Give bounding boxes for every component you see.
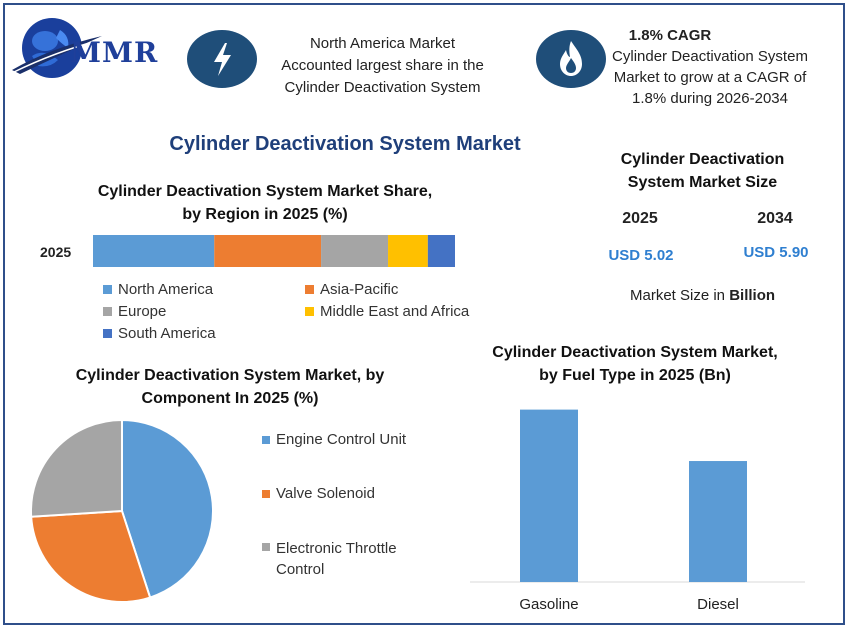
market-size-note-unit: Billion xyxy=(729,287,776,304)
pie-label-throttle-line-2: Control xyxy=(276,561,325,578)
fuel-chart-title-line-1: Cylinder Deactivation System Market, xyxy=(492,344,778,361)
legend-swatch-south-america xyxy=(103,329,112,338)
fuel-tick-label-gasoline: Gasoline xyxy=(519,596,578,613)
pie-label-ecu: Engine Control Unit xyxy=(276,431,407,448)
bar-segment-europe xyxy=(321,235,389,267)
flame-icon xyxy=(536,30,606,88)
market-size-value-1: USD 5.02 xyxy=(608,247,674,264)
bar-segment-north-america xyxy=(93,235,215,267)
pie-label-throttle: Electronic Throttle Control xyxy=(276,538,397,580)
legend-label-north-america: North America xyxy=(118,281,214,298)
component-chart-title-line-1: Cylinder Deactivation System Market, by xyxy=(75,367,385,384)
lightning-icon xyxy=(187,30,257,88)
legend-swatch-europe xyxy=(103,307,112,316)
legend-mea: Middle East and Africa xyxy=(305,303,469,320)
pie-label-valve: Valve Solenoid xyxy=(276,485,375,502)
market-size-note-prefix: Market Size in xyxy=(629,287,730,304)
legend-europe: Europe xyxy=(103,303,166,320)
market-size-title-line-1: Cylinder Deactivation xyxy=(620,151,785,168)
bar-segment-middle-east-and-africa xyxy=(388,235,428,267)
fuel-bar-diesel xyxy=(689,461,747,582)
region-chart-title-line-1: Cylinder Deactivation System Market Shar… xyxy=(97,183,433,200)
pie-slice-valve-solenoid xyxy=(30,509,152,603)
legend-label-europe: Europe xyxy=(118,303,167,320)
legend-north-america: North America xyxy=(103,281,213,298)
pie-swatch-valve xyxy=(262,489,270,498)
legend-label-asia-pacific: Asia-Pacific xyxy=(320,281,399,298)
legend-label-mea: Middle East and Africa xyxy=(320,303,470,320)
component-chart-title-line-2: Component In 2025 (%) xyxy=(141,390,319,407)
component-pie-chart xyxy=(30,418,214,603)
mmr-logo: MMR xyxy=(10,8,175,88)
fuel-bar-chart: Gasoline Diesel xyxy=(470,409,805,613)
legend-swatch-asia-pacific xyxy=(305,285,314,294)
fuel-chart-title-line-2: by Fuel Type in 2025 (Bn) xyxy=(539,367,731,384)
header-na-line-2: Accounted largest share in the xyxy=(281,57,484,74)
cagr-title: 1.8% CAGR xyxy=(628,27,712,44)
market-size-value-2: USD 5.90 xyxy=(743,244,809,261)
header-na-line-1: North America Market xyxy=(309,35,456,52)
region-chart-title: Cylinder Deactivation System Market Shar… xyxy=(70,180,460,226)
logo-text: MMR xyxy=(70,36,159,69)
main-title: Cylinder Deactivation System Market xyxy=(169,133,521,155)
pie-slice-engine-control-unit xyxy=(121,418,214,599)
region-chart-title-line-2: by Region in 2025 (%) xyxy=(182,206,348,223)
market-size-year-2: 2034 xyxy=(757,210,793,227)
header-block-na: North America Market Accounted largest s… xyxy=(255,33,510,99)
pie-legend-throttle: Electronic Throttle Control xyxy=(262,538,397,580)
fuel-bar-gasoline xyxy=(520,409,578,582)
bar-segment-south-america xyxy=(427,235,455,267)
pie-label-throttle-line-1: Electronic Throttle xyxy=(276,540,397,557)
market-size-year-1: 2025 xyxy=(622,210,658,227)
legend-asia-pacific: Asia-Pacific xyxy=(305,281,398,298)
pie-swatch-throttle xyxy=(262,543,270,551)
legend-south-america: South America xyxy=(103,325,216,342)
pie-legend-ecu: Engine Control Unit xyxy=(262,431,406,448)
region-stacked-bar xyxy=(93,235,455,267)
cagr-line-3: 1.8% during 2026-2034 xyxy=(632,90,788,107)
pie-swatch-ecu xyxy=(262,435,270,444)
fuel-chart-title: Cylinder Deactivation System Market, by … xyxy=(470,341,800,387)
cagr-line-2: Market to grow at a CAGR of xyxy=(613,69,807,86)
market-size-title: Cylinder Deactivation System Market Size xyxy=(590,148,815,194)
legend-swatch-north-america xyxy=(103,285,112,294)
legend-swatch-mea xyxy=(305,307,314,316)
legend-label-south-america: South America xyxy=(118,325,216,342)
header-block-cagr: 1.8% CAGR Cylinder Deactivation System M… xyxy=(600,26,820,109)
market-size-note: Market Size in Billion xyxy=(600,287,805,304)
header-na-line-3: Cylinder Deactivation System xyxy=(284,79,481,96)
market-size-title-line-2: System Market Size xyxy=(627,174,778,191)
pie-slice-electronic-throttle-control xyxy=(30,418,123,518)
cagr-line-1: Cylinder Deactivation System xyxy=(612,48,808,65)
bar-segment-asia-pacific xyxy=(214,235,322,267)
region-bar-year-label: 2025 xyxy=(40,244,72,260)
pie-legend-valve: Valve Solenoid xyxy=(262,485,375,502)
fuel-tick-label-diesel: Diesel xyxy=(697,596,739,613)
component-chart-title: Cylinder Deactivation System Market, by … xyxy=(40,364,420,410)
